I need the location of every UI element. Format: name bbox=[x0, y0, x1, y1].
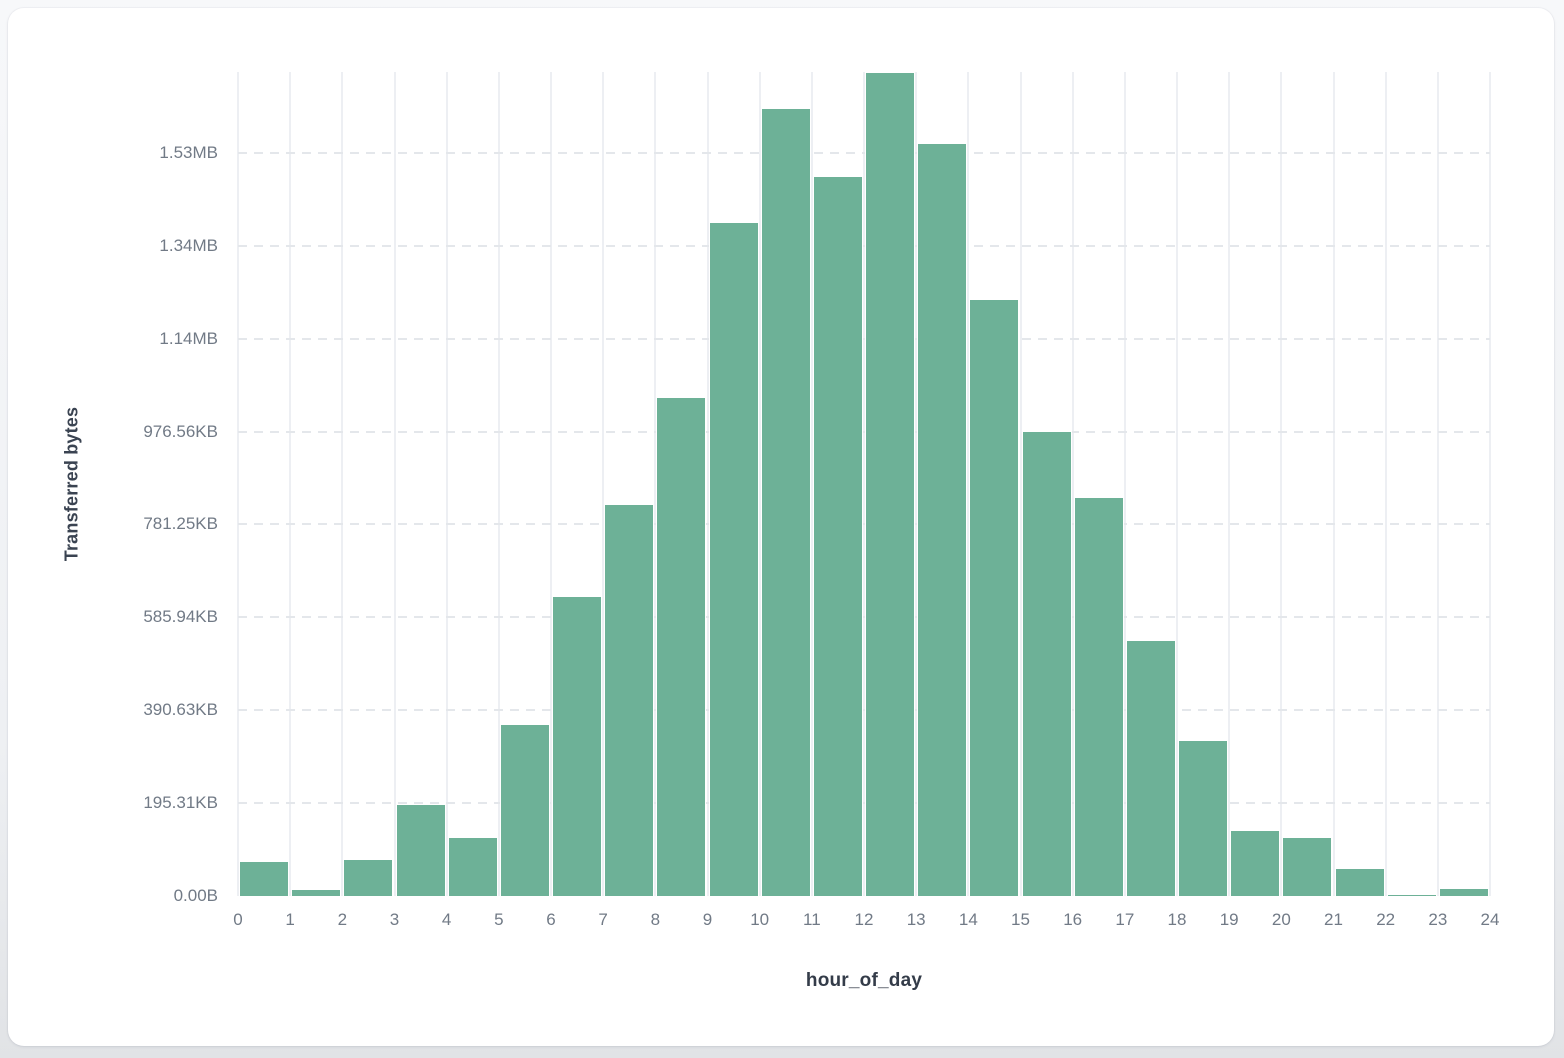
x-tick-label: 24 bbox=[1480, 910, 1500, 929]
x-tick-label: 1 bbox=[285, 910, 295, 929]
x-tick-label: 3 bbox=[389, 910, 400, 929]
x-tick-label: 18 bbox=[1167, 910, 1187, 929]
x-tick-label: 11 bbox=[803, 910, 821, 929]
vertical-gridline bbox=[1384, 72, 1387, 896]
bar-hour-16[interactable] bbox=[1073, 496, 1124, 896]
vertical-gridline bbox=[602, 72, 605, 896]
bar-hour-12[interactable] bbox=[865, 72, 916, 896]
bar-hour-8[interactable] bbox=[656, 396, 707, 896]
bar-hour-15[interactable] bbox=[1021, 430, 1072, 896]
vertical-gridline bbox=[237, 72, 239, 896]
x-tick-label: 15 bbox=[1011, 910, 1030, 929]
y-tick-label: 976.56KB bbox=[143, 421, 218, 441]
bar-hour-22[interactable] bbox=[1386, 893, 1437, 896]
bar-hour-2[interactable] bbox=[343, 858, 394, 896]
vertical-gridline bbox=[1228, 72, 1231, 896]
bar-hour-18[interactable] bbox=[1178, 740, 1229, 896]
bar-hour-17[interactable] bbox=[1125, 640, 1176, 896]
horizontal-gridline bbox=[238, 523, 1490, 526]
x-tick-label: 2 bbox=[337, 910, 348, 929]
x-tick-label: 17 bbox=[1115, 910, 1135, 929]
vertical-gridline bbox=[497, 72, 500, 896]
bar-hour-19[interactable] bbox=[1230, 830, 1281, 896]
horizontal-gridline bbox=[238, 802, 1490, 805]
bar-hour-7[interactable] bbox=[604, 504, 655, 896]
y-tick-label: 1.53MB bbox=[159, 142, 218, 162]
vertical-gridline bbox=[706, 72, 709, 896]
x-tick-label: 4 bbox=[441, 910, 452, 929]
horizontal-gridline bbox=[238, 709, 1490, 712]
x-axis-title: hour_of_day bbox=[805, 970, 923, 991]
x-tick-label: 12 bbox=[854, 910, 874, 929]
y-tick-label: 781.25KB bbox=[143, 514, 218, 534]
plot-area bbox=[237, 72, 1491, 896]
horizontal-gridline bbox=[238, 244, 1490, 247]
vertical-gridline bbox=[1489, 72, 1491, 896]
bar-hour-10[interactable] bbox=[760, 107, 811, 896]
vertical-gridline bbox=[654, 72, 657, 896]
bar-hour-9[interactable] bbox=[708, 221, 759, 896]
bar-hour-6[interactable] bbox=[552, 596, 603, 896]
x-tick-label: 14 bbox=[958, 910, 978, 929]
x-tick-label: 13 bbox=[906, 910, 926, 929]
bar-hour-21[interactable] bbox=[1334, 868, 1385, 896]
bar-hour-0[interactable] bbox=[239, 861, 290, 896]
horizontal-gridline bbox=[238, 151, 1490, 154]
bar-hour-13[interactable] bbox=[917, 142, 968, 896]
vertical-gridline bbox=[915, 72, 918, 896]
vertical-gridline bbox=[289, 72, 292, 896]
vertical-gridline bbox=[393, 72, 396, 896]
x-tick-label: 9 bbox=[702, 910, 713, 929]
x-axis-tick-labels: 0 1 2 3 4 5 6 7 8 9 10 11 12 13 14 15 16 17 18 19 20 21 22 23 24 bbox=[233, 910, 1499, 934]
x-tick-label: 19 bbox=[1219, 910, 1239, 929]
x-tick-label: 0 bbox=[233, 910, 243, 929]
vertical-gridline bbox=[1176, 72, 1178, 896]
vertical-gridline bbox=[550, 72, 552, 896]
vertical-gridline bbox=[341, 72, 344, 896]
bar-hour-11[interactable] bbox=[812, 175, 863, 896]
vertical-gridline bbox=[863, 72, 865, 896]
bar-hour-14[interactable] bbox=[969, 298, 1020, 896]
bar-hour-4[interactable] bbox=[447, 837, 498, 896]
x-tick-label: 6 bbox=[546, 910, 556, 929]
bar-hour-1[interactable] bbox=[291, 889, 342, 896]
vertical-gridline bbox=[1332, 72, 1335, 896]
x-tick-label: 7 bbox=[598, 910, 608, 929]
bar-hour-23[interactable] bbox=[1438, 888, 1489, 896]
vertical-gridline bbox=[758, 72, 761, 896]
bar-hour-5[interactable] bbox=[499, 724, 550, 896]
x-tick-label: 8 bbox=[650, 910, 661, 929]
y-tick-label: 195.31KB bbox=[143, 793, 218, 813]
x-tick-label: 22 bbox=[1376, 910, 1396, 929]
vertical-gridline bbox=[967, 72, 970, 896]
vertical-gridline bbox=[810, 72, 813, 896]
vertical-gridline bbox=[1019, 72, 1022, 896]
x-tick-label: 20 bbox=[1271, 910, 1291, 929]
x-tick-label: 10 bbox=[750, 910, 770, 929]
horizontal-gridline bbox=[238, 337, 1490, 340]
vertical-gridline bbox=[1071, 72, 1074, 896]
x-tick-label: 21 bbox=[1324, 910, 1343, 929]
y-tick-label: 585.94KB bbox=[143, 607, 218, 627]
bar-hour-3[interactable] bbox=[395, 804, 446, 896]
x-tick-label: 5 bbox=[494, 910, 504, 929]
horizontal-gridline bbox=[238, 430, 1490, 433]
x-tick-label: 23 bbox=[1428, 910, 1448, 929]
y-tick-label: 0.00B bbox=[173, 886, 218, 905]
vertical-gridline bbox=[445, 72, 448, 896]
horizontal-gridline bbox=[238, 616, 1490, 619]
vertical-gridline bbox=[1280, 72, 1283, 896]
bar-hour-20[interactable] bbox=[1282, 837, 1333, 896]
y-tick-label: 1.34MB bbox=[159, 235, 218, 255]
chart-card: Transferred bytes 0.00B 195.31KB 390.63KB 5… bbox=[8, 8, 1554, 1046]
vertical-gridline bbox=[1123, 72, 1126, 896]
y-axis-tick-labels: 0.00B 195.31KB 390.63KB 585.94KB 781.25KB 976… bbox=[8, 72, 218, 905]
x-tick-label: 16 bbox=[1063, 910, 1083, 929]
y-tick-label: 1.14MB bbox=[159, 328, 218, 348]
vertical-gridline bbox=[1436, 72, 1439, 896]
y-tick-label: 390.63KB bbox=[143, 700, 218, 720]
